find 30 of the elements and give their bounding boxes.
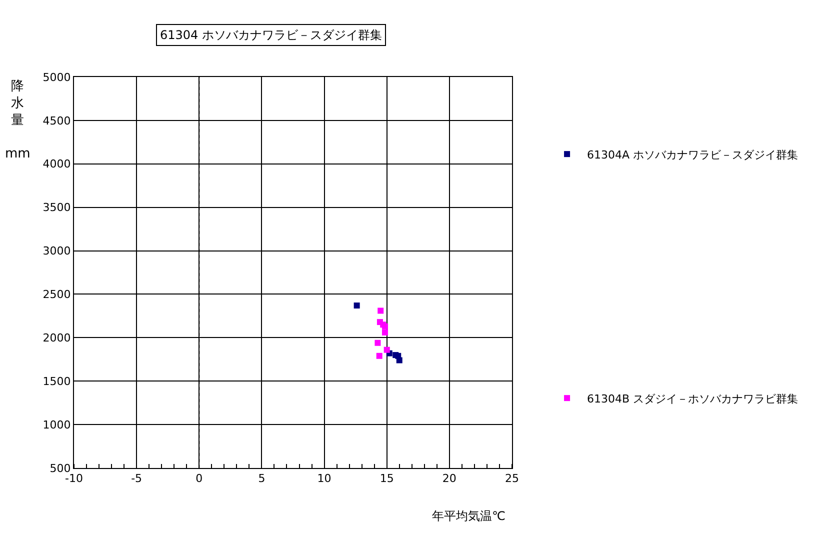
legend-label: 61304B スダジイ－ホソバカナワラビ群集 [587, 392, 798, 406]
y-tick-label: 4000 [42, 158, 71, 171]
point [376, 352, 382, 359]
y-tick-label: 3500 [42, 201, 71, 214]
y-tick-label: 2500 [42, 288, 71, 302]
x-tick-label: 5 [258, 472, 266, 486]
y-tick-label: 2000 [42, 332, 71, 345]
y-tick-label: 500 [50, 462, 71, 475]
y-tick-label: 1000 [42, 418, 71, 432]
x-tick-label: 10 [317, 472, 332, 486]
x-tick-label: -5 [131, 472, 142, 486]
y-tick-label: 4500 [42, 114, 71, 128]
text: 降水量 mm [5, 79, 30, 162]
legend-label: 61304A ホソバカナワラビ－スダジイ群集 [587, 148, 798, 162]
point [354, 302, 360, 309]
chart-title: 61304 ホソバカナワラビ－スダジイ群集 [160, 28, 382, 42]
x-axis-title: 年平均気温℃ [432, 509, 506, 523]
x-tick-label: 20 [442, 472, 456, 486]
y-tick-label: 3000 [42, 244, 71, 258]
x-tick-label: 15 [380, 472, 394, 486]
point [384, 346, 390, 353]
y-tick-label: 1500 [42, 374, 71, 388]
point [374, 340, 381, 346]
point [382, 329, 388, 336]
point [378, 308, 384, 314]
x-tick-label: 25 [505, 472, 519, 486]
point [396, 357, 402, 364]
x-tick-label: 0 [196, 472, 203, 486]
x-tick-label: -10 [65, 472, 83, 486]
y-tick-label: 5000 [42, 70, 71, 84]
